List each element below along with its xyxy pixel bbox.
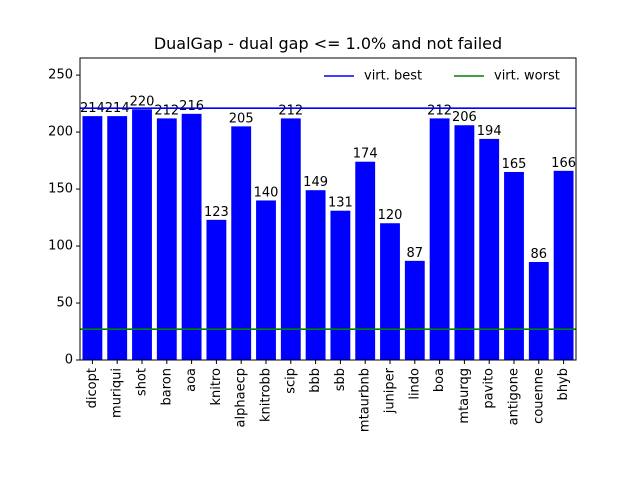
y-tick-label-0: 0 xyxy=(65,353,73,368)
y-tick-label-50: 50 xyxy=(56,296,73,311)
bar-mtaurqg xyxy=(454,125,475,361)
bar-value-label-alphaecp: 205 xyxy=(229,111,254,126)
bar-value-label-scip: 212 xyxy=(278,103,303,118)
x-tick-label-dicopt: dicopt xyxy=(85,368,100,408)
bar-bhyb xyxy=(553,170,574,360)
x-tick-label-baron: baron xyxy=(159,368,174,405)
x-tick-label-couenne: couenne xyxy=(531,368,546,424)
x-axis: dicopt muriqui shot baron aoa knitro alphaecp k… xyxy=(85,360,571,432)
x-tick-label-mtaurbnb: mtaurbnb xyxy=(358,368,373,432)
bar-couenne xyxy=(528,261,549,360)
x-tick-label-knitrobb: knitrobb xyxy=(259,368,274,422)
bar-lindo xyxy=(404,260,425,360)
bar-mtaurbnb xyxy=(355,161,376,360)
bar-value-label-sbb: 131 xyxy=(328,196,353,211)
x-tick-label-knitro: knitro xyxy=(209,368,224,406)
x-tick-label-boa: boa xyxy=(432,368,447,392)
bar-antigone xyxy=(504,171,524,360)
bar-juniper xyxy=(380,223,400,360)
x-tick-label-juniper: juniper xyxy=(383,367,398,414)
bar-value-label-lindo: 87 xyxy=(407,246,424,261)
bar-muriqui xyxy=(107,116,128,360)
x-tick-label-pavito: pavito xyxy=(482,368,497,409)
x-tick-label-bbb: bbb xyxy=(308,368,323,393)
y-axis: 0 50 100 150 200 250 xyxy=(48,68,80,368)
plot-frame xyxy=(79,57,577,361)
bar-value-label-shot: 220 xyxy=(130,94,155,109)
bar-sbb xyxy=(330,210,351,360)
bar-value-label-knitrobb: 140 xyxy=(254,185,279,200)
y-tick-label-250: 250 xyxy=(48,68,73,83)
bar-value-label-aoa: 216 xyxy=(179,99,204,114)
bar-knitrobb xyxy=(256,200,276,360)
x-tick-label-aoa: aoa xyxy=(184,368,199,392)
bar-value-label-knitro: 123 xyxy=(204,205,229,220)
bar-value-label-pavito: 194 xyxy=(477,124,502,139)
bar-value-label-bhyb: 166 xyxy=(551,156,576,171)
reference-lines xyxy=(80,107,576,331)
bar-value-label-couenne: 86 xyxy=(531,247,548,262)
bar-pavito xyxy=(479,138,500,360)
y-tick-label-200: 200 xyxy=(48,125,73,140)
bar-knitro xyxy=(206,219,227,360)
x-tick-label-alphaecp: alphaecp xyxy=(234,368,249,427)
bar-value-label-boa: 212 xyxy=(427,103,452,118)
legend: virt. best virt. worst xyxy=(324,69,560,84)
y-tick-label-100: 100 xyxy=(48,239,73,254)
bar-bbb xyxy=(305,190,326,360)
x-tick-label-shot: shot xyxy=(135,368,150,396)
bar-aoa xyxy=(181,113,202,360)
legend-label-virt-best: virt. best xyxy=(364,69,422,84)
bar-value-label-juniper: 120 xyxy=(378,208,403,223)
x-tick-label-muriqui: muriqui xyxy=(110,368,125,418)
x-tick-label-mtaurqg: mtaurqg xyxy=(457,368,472,424)
y-tick-label-150: 150 xyxy=(48,182,73,197)
bar-baron xyxy=(156,118,177,361)
bar-value-label-mtaurqg: 206 xyxy=(452,110,477,125)
x-tick-label-bhyb: bhyb xyxy=(556,368,571,400)
x-tick-label-scip: scip xyxy=(283,368,298,394)
x-tick-label-antigone: antigone xyxy=(507,368,522,425)
x-tick-label-sbb: sbb xyxy=(333,368,348,391)
bar-value-label-mtaurbnb: 174 xyxy=(353,147,378,162)
bar-shot xyxy=(132,109,152,360)
bar-scip xyxy=(280,118,301,361)
bar-dicopt xyxy=(82,116,103,360)
bar-value-label-baron: 212 xyxy=(154,103,179,118)
x-tick-label-lindo: lindo xyxy=(407,368,422,400)
bar-value-label-bbb: 149 xyxy=(303,175,328,190)
bar-value-label-antigone: 165 xyxy=(502,157,527,172)
bars-layer xyxy=(82,109,574,361)
bar-alphaecp xyxy=(231,126,252,361)
bar-boa xyxy=(429,118,450,361)
legend-label-virt-worst: virt. worst xyxy=(494,69,560,84)
chart-title: DualGap - dual gap <= 1.0% and not faile… xyxy=(154,34,502,53)
